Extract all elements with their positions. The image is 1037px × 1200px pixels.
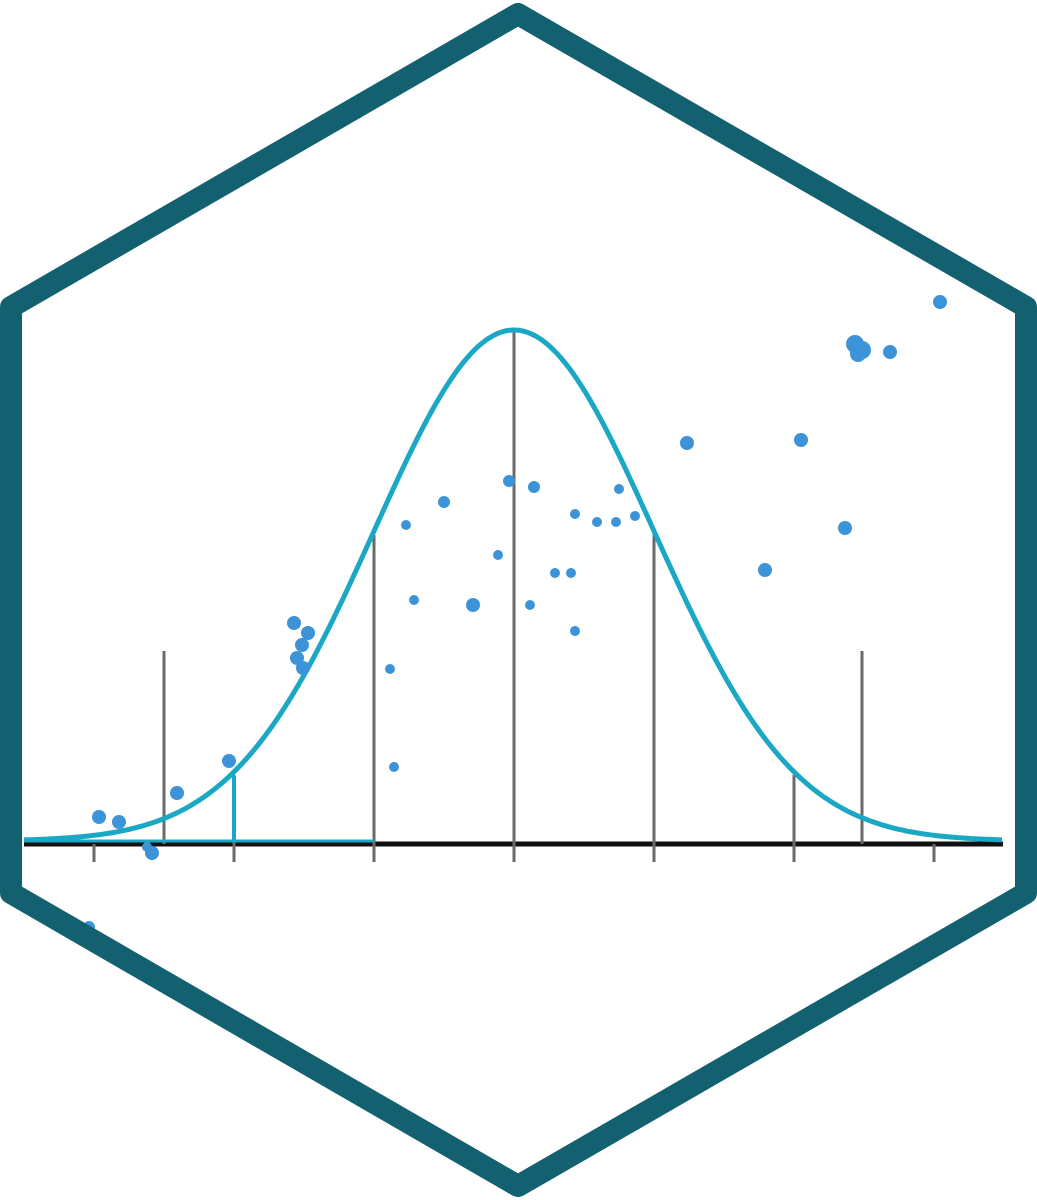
scatter-point (222, 754, 236, 768)
scatter-point (794, 433, 808, 447)
axis-ticks (92, 844, 936, 862)
scatter-point (570, 509, 580, 519)
scatter-point (525, 600, 535, 610)
scatter-point (112, 815, 126, 829)
scatter-point (550, 568, 560, 578)
scatter-point (614, 484, 624, 494)
scatter-point (389, 762, 399, 772)
bell-curve (23, 327, 1003, 843)
shaded-region (232, 776, 236, 842)
scatter-point (611, 517, 621, 527)
scatter-point (528, 481, 540, 493)
scatter-point (570, 626, 580, 636)
scatter-point (170, 786, 184, 800)
scatter-point (401, 520, 411, 530)
scatter-point (680, 436, 694, 450)
plot-area (23, 295, 1003, 933)
scatter-point (92, 810, 106, 824)
scatter-point (409, 595, 419, 605)
scatter-point (385, 664, 395, 674)
scatter-point (493, 550, 503, 560)
scatter-point (142, 842, 152, 852)
hexagon-fill (11, 14, 1026, 1186)
scatter-point (933, 295, 947, 309)
stems (162, 330, 864, 844)
scatter-point (758, 563, 772, 577)
hexagon-outline-icon (0, 3, 1037, 1197)
scatter-point (296, 661, 310, 675)
scatter-point (883, 345, 897, 359)
scatter-point (503, 475, 515, 487)
scatter-point (566, 568, 576, 578)
scatter-point (630, 511, 640, 521)
scatter-point (592, 517, 602, 527)
scatter-point (295, 638, 309, 652)
scatter-point (466, 598, 480, 612)
scatter-point (287, 616, 301, 630)
scatter-point (438, 496, 450, 508)
scatter-point (301, 626, 315, 640)
scatter-point (838, 521, 852, 535)
scatter-point (850, 346, 866, 362)
